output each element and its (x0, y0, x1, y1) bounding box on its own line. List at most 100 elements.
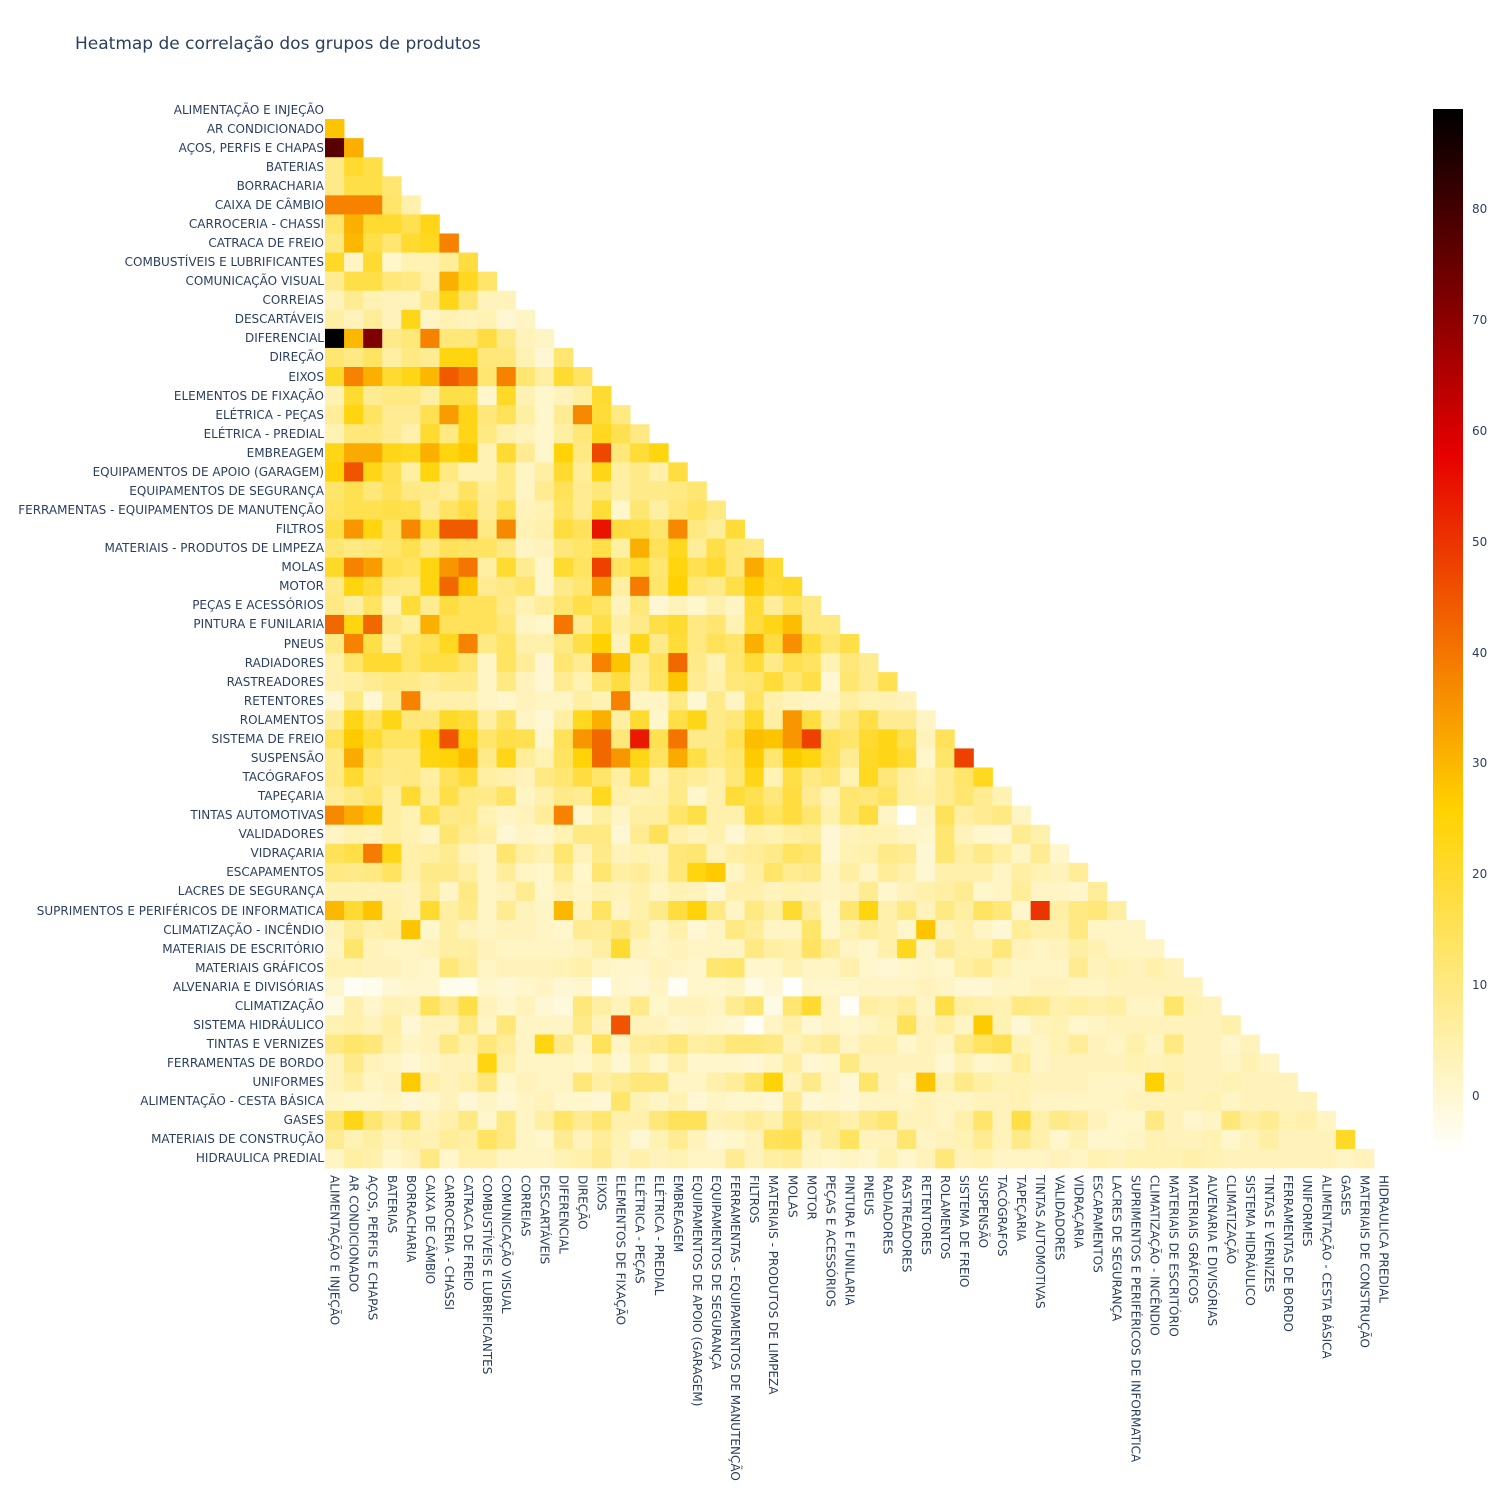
heatmap-cell (820, 1091, 841, 1112)
heatmap-cell (725, 1072, 745, 1093)
heatmap-cell (496, 939, 517, 959)
heatmap-cell (1297, 1148, 1318, 1169)
heatmap-cell (744, 557, 765, 578)
heatmap-cell (916, 881, 936, 902)
heatmap-cell (992, 920, 1012, 940)
heatmap-cell (1316, 1148, 1337, 1169)
heatmap-cell (382, 920, 402, 940)
heatmap-cell (344, 977, 364, 997)
heatmap-cell (954, 824, 974, 845)
heatmap-cell (1049, 843, 1070, 864)
heatmap-cell (515, 939, 536, 959)
heatmap-cell (553, 500, 574, 520)
heatmap-cell (1049, 958, 1070, 978)
heatmap-cell (401, 901, 421, 921)
heatmap-cell (801, 1072, 822, 1093)
heatmap-cell (458, 347, 478, 368)
heatmap-cell (401, 500, 421, 520)
heatmap-cell (897, 1110, 917, 1131)
heatmap-cell (649, 672, 669, 692)
heatmap-cell (534, 767, 555, 787)
heatmap-cell (325, 901, 345, 921)
heatmap-cell (839, 1072, 860, 1093)
heatmap-cell (687, 729, 707, 749)
heatmap-cell (725, 1148, 745, 1169)
heatmap-cell (363, 233, 383, 253)
heatmap-cell (839, 1110, 860, 1131)
x-tick-label: CLIMATIZAÇÃO - INCÊNDIO (1147, 1175, 1162, 1336)
heatmap-cell (496, 843, 517, 864)
heatmap-cell (592, 557, 612, 578)
heatmap-cell (954, 1110, 974, 1131)
heatmap-cell (820, 843, 841, 864)
heatmap-cell (1183, 1015, 1203, 1035)
x-tick-label: CLIMATIZAÇÃO (1223, 1175, 1238, 1265)
heatmap-cell (992, 786, 1012, 807)
heatmap-cell (458, 1110, 478, 1131)
heatmap-cell (725, 805, 745, 826)
heatmap-cell (439, 309, 459, 330)
heatmap-cell (668, 519, 688, 540)
heatmap-cell (592, 996, 612, 1016)
heatmap-cell (630, 1110, 650, 1131)
heatmap-cell (572, 767, 593, 787)
heatmap-cell (668, 767, 688, 787)
heatmap-cell (801, 977, 822, 997)
heatmap-cell (534, 977, 555, 997)
heatmap-cell (668, 557, 688, 578)
heatmap-cell (1030, 843, 1051, 864)
heatmap-cell (630, 614, 650, 635)
heatmap-cell (1011, 977, 1032, 997)
heatmap-cell (1145, 1110, 1165, 1131)
heatmap-cell (916, 1015, 936, 1035)
heatmap-cell (515, 1015, 536, 1035)
heatmap-cell (363, 1110, 383, 1131)
heatmap-cell (973, 1053, 993, 1074)
heatmap-cell (439, 576, 459, 597)
heatmap-cell (363, 157, 383, 177)
heatmap-cell (630, 424, 650, 444)
heatmap-cell (515, 538, 536, 559)
heatmap-cell (782, 920, 803, 940)
heatmap-cell (363, 328, 383, 349)
heatmap-cell (439, 233, 459, 253)
heatmap-cell (420, 538, 440, 559)
heatmap-cell (439, 1148, 459, 1169)
heatmap-cell (687, 958, 707, 978)
heatmap-cell (496, 557, 517, 578)
heatmap-cell (649, 443, 669, 463)
heatmap-cell (477, 1015, 498, 1035)
heatmap-cell (344, 309, 364, 330)
heatmap-cell (687, 1129, 707, 1150)
heatmap-cell (839, 901, 860, 921)
heatmap-cell (439, 653, 459, 673)
heatmap-cell (572, 805, 593, 826)
heatmap-cell (553, 691, 574, 711)
heatmap-cell (420, 881, 440, 902)
heatmap-cell (992, 1053, 1012, 1074)
x-tick-label: TACÓGRAFOS (995, 1175, 1010, 1257)
heatmap-cell (820, 1110, 841, 1131)
heatmap-cell (592, 462, 612, 482)
heatmap-cell (611, 1015, 631, 1035)
heatmap-cell (1011, 958, 1032, 978)
heatmap-cell (878, 672, 898, 692)
heatmap-cell (687, 500, 707, 520)
heatmap-cell (592, 1015, 612, 1035)
heatmap-cell (782, 1072, 803, 1093)
heatmap-cell (553, 1110, 574, 1131)
heatmap-cell (363, 443, 383, 463)
heatmap-cell (458, 576, 478, 597)
heatmap-cell (458, 1129, 478, 1150)
heatmap-cell (592, 901, 612, 921)
heatmap-cell (801, 1034, 822, 1054)
heatmap-cell (534, 328, 555, 349)
heatmap-cell (611, 1091, 631, 1112)
heatmap-cell (725, 1110, 745, 1131)
heatmap-cell (477, 328, 498, 349)
heatmap-cell (744, 1129, 765, 1150)
heatmap-cell (458, 862, 478, 883)
heatmap-cell (897, 920, 917, 940)
heatmap-cell (572, 653, 593, 673)
x-tick-label: EIXOS (594, 1175, 609, 1211)
